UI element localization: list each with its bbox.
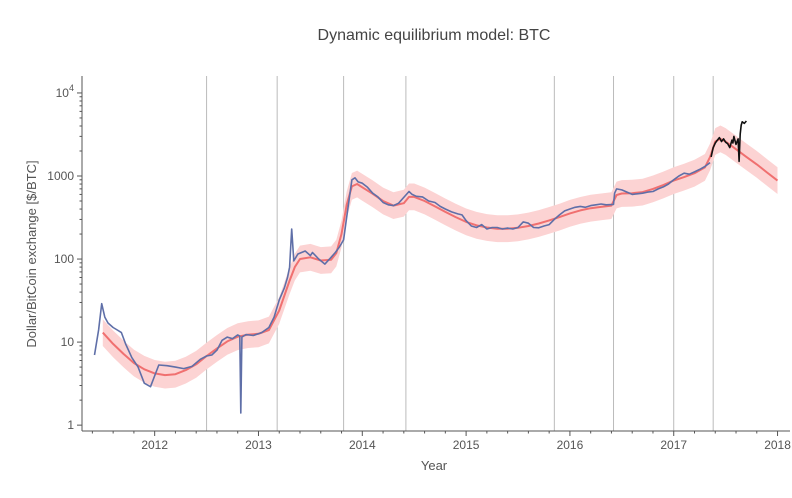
y-tick-label: 104 — [56, 83, 74, 100]
x-tick-label: 2018 — [764, 438, 791, 452]
x-axis-label: Year — [421, 458, 448, 473]
x-tick-label: 2012 — [141, 438, 168, 452]
chart-title: Dynamic equilibrium model: BTC — [318, 27, 551, 44]
y-ticks: 1 10 100 1000 104 — [47, 83, 82, 432]
error-bands — [102, 125, 778, 389]
axes — [81, 76, 790, 432]
band-model — [102, 125, 778, 389]
series-data — [93, 161, 711, 414]
y-tick-exponent: 4 — [69, 83, 74, 93]
x-tick-label: 2014 — [349, 438, 376, 452]
y-axis-label: Dollar/BitCoin exchange [$/BTC] — [24, 160, 39, 347]
y-tick-label: 100 — [54, 252, 74, 266]
x-tick-label: 2017 — [660, 438, 687, 452]
series-recent-data — [710, 120, 748, 163]
y-tick-label: 1000 — [47, 169, 74, 183]
y-tick-label: 10 — [61, 335, 75, 349]
x-tick-label: 2015 — [453, 438, 480, 452]
shock-lines — [206, 76, 714, 431]
series-lines — [93, 120, 779, 414]
x-tick-label: 2016 — [557, 438, 584, 452]
y-tick-label: 1 — [67, 418, 74, 432]
x-tick-label: 2013 — [245, 438, 272, 452]
x-ticks: 2012 2013 2014 2015 2016 2017 2018 — [91, 431, 791, 452]
